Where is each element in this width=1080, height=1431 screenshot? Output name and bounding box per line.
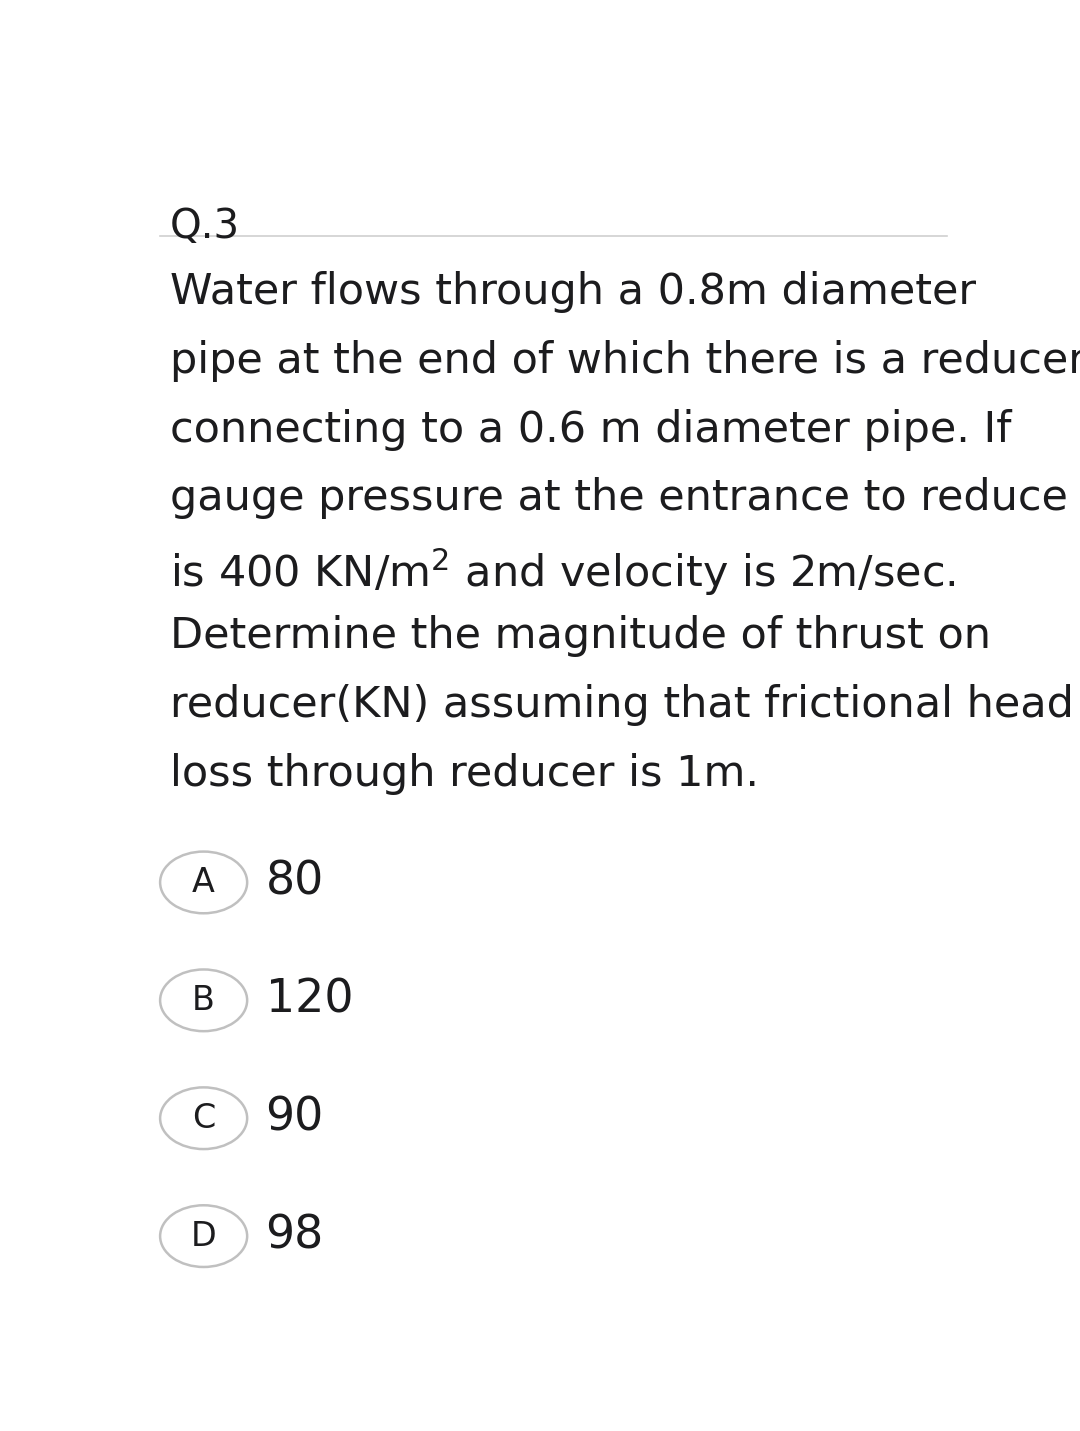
Text: reducer(KN) assuming that frictional head: reducer(KN) assuming that frictional hea…: [171, 684, 1074, 726]
Text: D: D: [191, 1219, 216, 1252]
Text: Determine the magnitude of thrust on: Determine the magnitude of thrust on: [171, 615, 991, 657]
Text: Q.3: Q.3: [171, 207, 240, 248]
Text: A: A: [192, 866, 215, 899]
Text: B: B: [192, 985, 215, 1017]
Text: Water flows through a 0.8m diameter: Water flows through a 0.8m diameter: [171, 270, 976, 313]
Text: 98: 98: [266, 1213, 324, 1259]
Text: connecting to a 0.6 m diameter pipe. If: connecting to a 0.6 m diameter pipe. If: [171, 409, 1012, 451]
Text: loss through reducer is 1m.: loss through reducer is 1m.: [171, 753, 759, 796]
Text: 80: 80: [266, 860, 324, 904]
Text: pipe at the end of which there is a reducer: pipe at the end of which there is a redu…: [171, 339, 1080, 382]
Text: is 400 KN/m$\mathregular{^2}$ and velocity is 2m/sec.: is 400 KN/m$\mathregular{^2}$ and veloci…: [171, 547, 956, 598]
Text: 120: 120: [266, 977, 353, 1023]
Text: C: C: [192, 1102, 215, 1135]
Text: gauge pressure at the entrance to reduce: gauge pressure at the entrance to reduce: [171, 478, 1068, 519]
Text: 90: 90: [266, 1096, 324, 1141]
